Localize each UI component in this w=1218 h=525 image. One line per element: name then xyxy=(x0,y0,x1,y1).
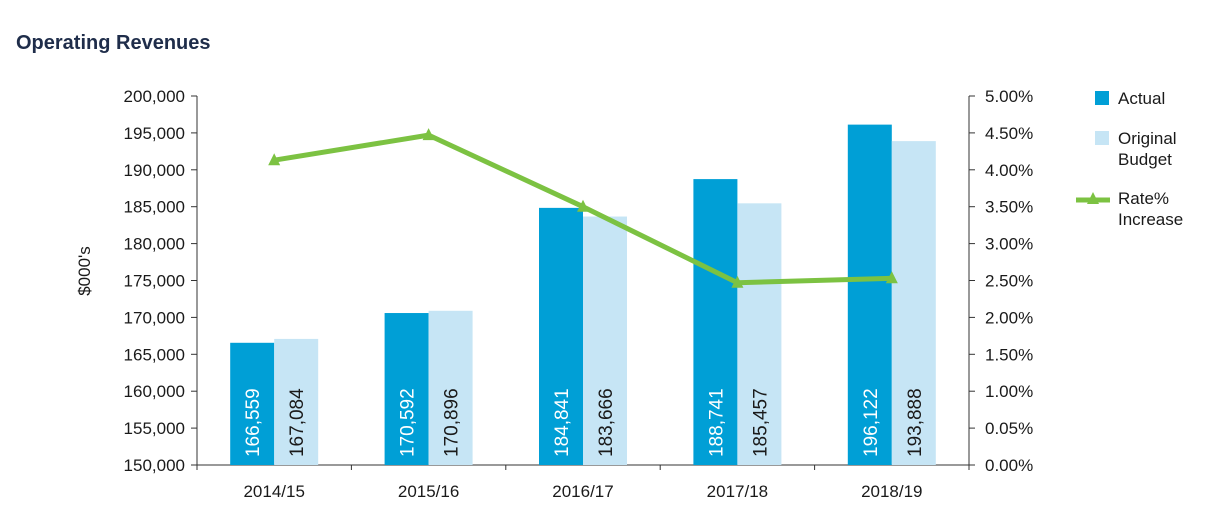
bar-value-label: 167,084 xyxy=(287,388,308,457)
bar-value-label: 188,741 xyxy=(706,388,727,457)
bar-value-label: 184,841 xyxy=(552,388,573,457)
legend-swatch xyxy=(1095,91,1109,105)
y2-tick-label: 3.00% xyxy=(985,235,1033,254)
y2-tick-label: 2.00% xyxy=(985,308,1033,327)
y-tick-label: 165,000 xyxy=(124,345,185,364)
y-tick-label: 190,000 xyxy=(124,161,185,180)
bars: 166,559 167,084 170,592 170,896 184,841 183,6… xyxy=(230,124,936,466)
rate-line xyxy=(268,128,898,288)
rate-point xyxy=(885,271,898,284)
bar-value-label: 170,592 xyxy=(398,388,419,457)
rate-point xyxy=(731,275,744,288)
legend-label: Actual xyxy=(1118,89,1165,108)
y-axis-label: $000's xyxy=(75,246,94,296)
rate-point xyxy=(268,153,281,166)
rate-point xyxy=(577,199,589,212)
y-tick-label: 195,000 xyxy=(124,124,185,143)
bar-value-label: 185,457 xyxy=(750,388,771,457)
y2-tick-label: 4.00% xyxy=(985,161,1033,180)
y2-tick-label: 3.50% xyxy=(985,198,1033,217)
bar-budget xyxy=(274,338,319,465)
y2-tick-label: 0.05% xyxy=(985,419,1033,438)
bar-actual xyxy=(230,342,275,465)
y2-tick-label: 5.00% xyxy=(985,87,1033,106)
legend-label: Increase xyxy=(1118,210,1183,229)
y-tick-label: 150,000 xyxy=(124,456,185,475)
x-tick-label: 2016/17 xyxy=(552,482,613,501)
bar-value-label: 196,122 xyxy=(861,388,882,457)
y2-tick-label: 4.50% xyxy=(985,124,1033,143)
bar-budget xyxy=(583,216,627,465)
bar-value-label: 170,896 xyxy=(442,388,463,457)
y2-tick-label: 1.50% xyxy=(985,345,1033,364)
y-tick-label: 170,000 xyxy=(124,308,185,327)
legend-label: Original xyxy=(1118,129,1177,148)
bar-value-label: 166,559 xyxy=(243,388,264,457)
y-tick-label: 155,000 xyxy=(124,419,185,438)
bar-budget xyxy=(891,141,936,465)
bar-budget xyxy=(428,310,473,465)
x-tick-label: 2014/15 xyxy=(243,482,304,501)
y-tick-label: 185,000 xyxy=(124,198,185,217)
x-tick-label: 2018/19 xyxy=(861,482,922,501)
rate-point xyxy=(422,128,435,141)
axes: 150,000 0.00% 155,000 0.05% 160,000 1.00% 165,… xyxy=(124,87,1034,501)
bar-value-label: 183,666 xyxy=(596,388,617,457)
bar-budget xyxy=(737,203,782,466)
bar-actual xyxy=(384,313,429,465)
bar-actual xyxy=(847,124,892,466)
legend-label: Rate% xyxy=(1118,189,1169,208)
chart-title: Operating Revenues xyxy=(16,32,211,54)
y-tick-label: 175,000 xyxy=(124,272,185,291)
x-tick-label: 2017/18 xyxy=(707,482,768,501)
y-tick-label: 180,000 xyxy=(124,235,185,254)
legend-label: Budget xyxy=(1118,150,1172,169)
x-tick-label: 2015/16 xyxy=(398,482,459,501)
legend: Actual Original Budget Rate% Increase xyxy=(1076,89,1183,229)
y2-tick-label: 2.50% xyxy=(985,272,1033,291)
y2-tick-label: 0.00% xyxy=(985,456,1033,475)
legend-marker xyxy=(1087,192,1099,204)
legend-swatch xyxy=(1095,131,1109,145)
bar-value-label: 193,888 xyxy=(905,388,926,457)
y-tick-label: 160,000 xyxy=(124,382,185,401)
y-tick-label: 200,000 xyxy=(124,87,185,106)
bar-actual xyxy=(693,179,738,465)
y2-tick-label: 1.00% xyxy=(985,382,1033,401)
bar-actual xyxy=(539,207,583,465)
